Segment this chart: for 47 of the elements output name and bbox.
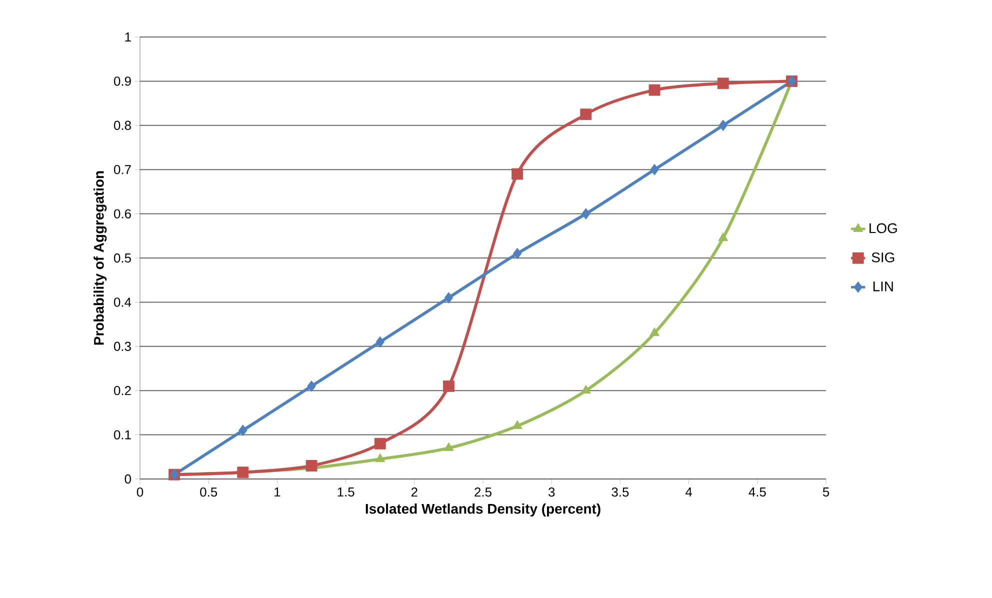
- x-tick-label: 2.5: [474, 487, 492, 497]
- point: [375, 453, 386, 462]
- y-tick-label: 0.4: [114, 298, 132, 307]
- point: [512, 248, 522, 260]
- x-tick-label: 4: [686, 488, 692, 496]
- point: [580, 384, 591, 394]
- x-tick-label: 1: [274, 488, 280, 496]
- legend-label: LOG: [870, 223, 897, 234]
- point: [238, 424, 248, 436]
- point: [374, 438, 386, 450]
- x-tick-label: 1.5: [338, 488, 354, 497]
- point: [444, 442, 454, 452]
- point: [650, 327, 660, 336]
- y-tick-label: 0.1: [114, 430, 131, 440]
- point: [580, 108, 592, 120]
- point: [237, 466, 249, 478]
- y-tick-label: 0.6: [114, 209, 131, 218]
- x-tick-label: 3.5: [612, 487, 629, 497]
- y-tick-label: 0.5: [114, 253, 131, 263]
- y-tick-label: 1: [125, 32, 131, 42]
- legend-label: SIG: [872, 252, 894, 262]
- x-tick-label: 4.5: [748, 488, 766, 497]
- y-tick-label: 0.9: [114, 76, 131, 86]
- point: [650, 164, 659, 176]
- x-tick-label: 5: [822, 488, 830, 497]
- point: [648, 84, 660, 96]
- point: [717, 78, 729, 90]
- x-tick-label: 0: [136, 487, 144, 497]
- point: [444, 292, 454, 304]
- y-tick-label: 0.3: [114, 342, 131, 351]
- point: [442, 380, 454, 392]
- x-axis-title: Isolated Wetlands Density (percent): [366, 504, 600, 517]
- x-tick-label: 0.5: [200, 487, 218, 497]
- point: [512, 168, 524, 180]
- point: [307, 380, 316, 392]
- y-axis-title: Probability of Aggregation: [94, 171, 107, 345]
- x-tick-label: 2: [411, 487, 418, 497]
- point: [718, 232, 728, 242]
- y-tick-label: 0.8: [114, 120, 131, 130]
- point: [582, 208, 590, 220]
- legend-label: LIN: [873, 282, 893, 292]
- point: [718, 120, 728, 132]
- x-tick-label: 3: [548, 487, 555, 497]
- y-tick-label: 0.7: [114, 165, 131, 174]
- y-tick-label: 0.2: [114, 386, 131, 396]
- y-tick-label: 0: [124, 474, 131, 484]
- point: [376, 336, 384, 348]
